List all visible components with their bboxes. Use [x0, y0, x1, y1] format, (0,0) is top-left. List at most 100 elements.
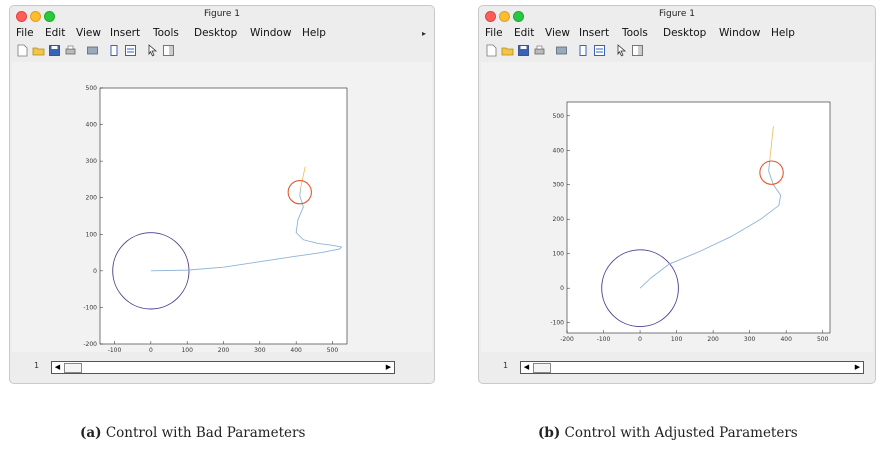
heading-line [300, 166, 306, 189]
x-tick-label: 200 [218, 347, 230, 352]
menu-overflow-icon[interactable]: ▸ [421, 29, 426, 38]
menu-window[interactable]: Window [250, 27, 292, 39]
save-icon[interactable] [517, 44, 530, 57]
menu-view[interactable]: View [545, 27, 570, 39]
menu-desktop[interactable]: Desktop [663, 27, 707, 39]
trajectory-line [150, 188, 343, 272]
menu-edit[interactable]: Edit [514, 27, 535, 39]
print-icon[interactable] [533, 44, 546, 57]
menu-desktop[interactable]: Desktop [194, 27, 238, 39]
y-tick-label: 500 [553, 113, 565, 120]
x-tick-label: 0 [149, 347, 153, 352]
y-tick-label: 400 [86, 122, 98, 129]
caption-text: Control with Bad Parameters [105, 425, 306, 441]
menu-file[interactable]: File [16, 27, 34, 39]
x-tick-label: 100 [181, 347, 193, 352]
title-bar: Figure 1 [10, 6, 434, 24]
y-tick-label: 300 [86, 158, 98, 165]
y-tick-label: 500 [86, 85, 98, 92]
insert-legend-icon[interactable] [593, 44, 606, 57]
menu-file[interactable]: File [485, 27, 503, 39]
axes-box [99, 87, 348, 345]
y-tick-label: 200 [86, 195, 98, 202]
print-icon[interactable] [64, 44, 77, 57]
open-file-icon[interactable] [32, 44, 45, 57]
menu-insert[interactable]: Insert [579, 27, 610, 39]
title-bar: Figure 1 [479, 6, 875, 24]
scroll-right-icon[interactable]: ▶ [854, 363, 861, 371]
plot-svg: -100 0 100 200 300 400 500 -200 -100 0 100 200 300 40… [83, 85, 348, 352]
open-file-icon[interactable] [501, 44, 514, 57]
x-tick-label: 500 [817, 336, 829, 343]
new-figure-icon[interactable] [16, 44, 29, 57]
y-tick-label: 100 [86, 231, 98, 238]
x-tick-label: 300 [254, 347, 266, 352]
window-title: Figure 1 [203, 9, 241, 19]
menu-window[interactable]: Window [719, 27, 761, 39]
property-editor-icon[interactable] [162, 44, 175, 57]
large-circle [601, 249, 679, 327]
pointer-icon[interactable] [146, 44, 159, 57]
menu-bar: File Edit View Insert Tools Desktop Wind… [479, 24, 875, 42]
caption-a: (a) Control with Bad Parameters [80, 425, 305, 441]
axes-box [566, 101, 831, 334]
menu-help[interactable]: Help [302, 27, 326, 39]
figure-scrollbar[interactable]: ◀ ▶ [51, 361, 395, 374]
scroll-left-icon[interactable]: ◀ [523, 363, 530, 371]
link-plot-icon[interactable] [86, 44, 99, 57]
save-icon[interactable] [48, 44, 61, 57]
scroll-thumb[interactable] [533, 363, 551, 373]
menu-tools[interactable]: Tools [622, 27, 648, 39]
y-tick-label: 0 [93, 268, 97, 275]
zoom-window-icon[interactable] [44, 11, 55, 22]
menu-bar: File Edit View Insert Tools Desktop Wind… [10, 24, 434, 42]
trajectory-line [639, 160, 782, 289]
menu-edit[interactable]: Edit [45, 27, 66, 39]
y-tick-label: 300 [553, 182, 565, 189]
y-tick-label: 400 [553, 147, 565, 154]
y-tick-label: -200 [83, 341, 97, 348]
toolbar [479, 42, 875, 60]
minimize-window-icon[interactable] [499, 11, 510, 22]
link-plot-icon[interactable] [555, 44, 568, 57]
x-tick-label: 400 [780, 336, 792, 343]
menu-tools[interactable]: Tools [153, 27, 179, 39]
insert-legend-icon[interactable] [124, 44, 137, 57]
figure-number: 1 [503, 361, 509, 370]
caption-label: (b) [538, 425, 561, 441]
x-tick-label: 400 [290, 347, 302, 352]
property-editor-icon[interactable] [631, 44, 644, 57]
x-tick-label: -100 [597, 336, 611, 343]
menu-help[interactable]: Help [771, 27, 795, 39]
figure-window-b: Figure 1 File Edit View Insert Tools Des… [478, 5, 876, 384]
menu-insert[interactable]: Insert [110, 27, 141, 39]
x-tick-label: 500 [327, 347, 339, 352]
insert-colorbar-icon[interactable] [108, 44, 121, 57]
x-tick-label: 200 [707, 336, 719, 343]
close-window-icon[interactable] [485, 11, 496, 22]
plot-area: -200 -100 0 100 200 300 400 500 -100 0 100 200 300 40… [481, 62, 873, 352]
x-tick-label: 0 [638, 336, 642, 343]
menu-view[interactable]: View [76, 27, 101, 39]
large-circle [112, 232, 190, 310]
y-tick-label: 100 [553, 251, 565, 258]
scroll-thumb[interactable] [64, 363, 82, 373]
scroll-left-icon[interactable]: ◀ [54, 363, 61, 371]
scroll-right-icon[interactable]: ▶ [385, 363, 392, 371]
minimize-window-icon[interactable] [30, 11, 41, 22]
plot-area: -100 0 100 200 300 400 500 -200 -100 0 100 200 300 40… [12, 62, 432, 352]
small-circle [759, 160, 784, 185]
x-tick-label: 100 [671, 336, 683, 343]
x-tick-label: 300 [744, 336, 756, 343]
figure-window-a: Figure 1 File Edit View Insert Tools Des… [9, 5, 435, 384]
y-tick-label: 200 [553, 216, 565, 223]
new-figure-icon[interactable] [485, 44, 498, 57]
close-window-icon[interactable] [16, 11, 27, 22]
zoom-window-icon[interactable] [513, 11, 524, 22]
insert-colorbar-icon[interactable] [577, 44, 590, 57]
x-tick-label: -100 [108, 347, 122, 352]
figure-number-bar: 1 ◀ ▶ [479, 356, 875, 378]
figure-scrollbar[interactable]: ◀ ▶ [520, 361, 864, 374]
y-tick-label: -100 [83, 304, 97, 311]
pointer-icon[interactable] [615, 44, 628, 57]
